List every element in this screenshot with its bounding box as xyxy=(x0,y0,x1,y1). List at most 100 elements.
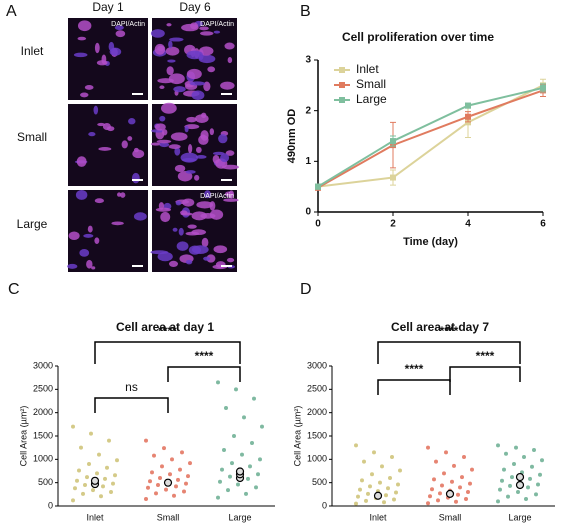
cell-blob xyxy=(154,43,166,55)
row-label: Inlet xyxy=(21,44,44,58)
data-point xyxy=(372,450,376,455)
cell-blob xyxy=(109,47,122,56)
data-point xyxy=(512,462,516,466)
data-point xyxy=(254,485,258,490)
cell-blob xyxy=(77,20,92,32)
x-tick-label: Large xyxy=(508,512,531,522)
data-point xyxy=(450,479,454,484)
cell-blob xyxy=(228,190,235,199)
data-point xyxy=(510,475,514,480)
chart-title: Cell area at day 7 xyxy=(391,320,489,334)
replicate-mean xyxy=(515,480,525,490)
data-point xyxy=(244,491,248,496)
data-point xyxy=(89,431,93,436)
data-point xyxy=(246,476,250,481)
series-line xyxy=(317,86,544,188)
data-point xyxy=(242,415,246,420)
y-tick-label: 2 xyxy=(305,105,311,116)
data-point xyxy=(458,485,462,490)
data-point xyxy=(514,445,518,450)
data-point xyxy=(168,472,172,477)
data-point xyxy=(240,452,244,457)
data-point xyxy=(248,464,252,469)
data-point xyxy=(103,476,107,481)
data-point xyxy=(496,443,500,448)
data-point xyxy=(260,424,264,429)
cell-blob xyxy=(184,125,189,133)
cell-blob xyxy=(191,245,209,255)
x-tick-label: 2 xyxy=(390,219,396,230)
data-point xyxy=(462,455,466,459)
cell-blob xyxy=(199,26,209,31)
data-point xyxy=(434,459,438,464)
data-point xyxy=(188,461,192,466)
data-point xyxy=(368,484,372,489)
data-point xyxy=(156,483,160,487)
data-point xyxy=(396,482,400,487)
cell-blob xyxy=(213,30,221,34)
cell-blob xyxy=(194,174,200,181)
data-point xyxy=(218,479,222,484)
cell-blob xyxy=(168,40,173,49)
cell-blob xyxy=(186,50,203,60)
data-point xyxy=(109,490,113,494)
x-axis-label: Time (day) xyxy=(403,236,458,248)
cell-blob xyxy=(77,36,87,41)
significance-bracket xyxy=(167,366,241,382)
legend-label: Inlet xyxy=(356,62,379,76)
data-point xyxy=(87,462,91,466)
data-point xyxy=(152,453,156,458)
cell-blob xyxy=(212,154,220,164)
cell-blob xyxy=(195,155,207,159)
cell-blob xyxy=(150,142,162,146)
data-point xyxy=(71,424,75,429)
cell-blob xyxy=(75,189,88,200)
y-axis-label: 490nm OD xyxy=(286,109,298,163)
cell-blob xyxy=(180,212,193,216)
cell-blob xyxy=(188,144,193,154)
cell-blob xyxy=(165,46,180,56)
data-point xyxy=(85,475,89,480)
cell-blob xyxy=(198,134,209,145)
data-point xyxy=(71,498,75,503)
cell-blob xyxy=(68,231,80,240)
data-point xyxy=(150,470,154,475)
data-point xyxy=(524,497,528,501)
data-point xyxy=(526,485,530,490)
y-tick-label: 2000 xyxy=(307,407,327,417)
data-point xyxy=(111,481,115,486)
cell-blob xyxy=(173,86,186,93)
cell-blob xyxy=(203,256,211,261)
cell-blob xyxy=(185,259,193,265)
cell-blob xyxy=(133,212,147,221)
cell-blob xyxy=(213,245,228,254)
data-point xyxy=(454,499,458,504)
replicate-mean xyxy=(445,489,455,498)
data-point xyxy=(75,478,79,483)
data-point xyxy=(452,463,456,468)
data-point xyxy=(386,486,390,491)
data-point xyxy=(508,483,512,488)
cell-blob xyxy=(168,144,181,149)
cell-blob xyxy=(121,140,128,149)
cell-blob xyxy=(224,42,235,50)
data-point xyxy=(73,486,77,491)
marker xyxy=(390,138,396,145)
stain-label: DAPI/Actin xyxy=(200,193,234,200)
replicate-mean xyxy=(235,467,245,476)
data-point xyxy=(500,478,504,483)
y-tick-label: 1 xyxy=(305,156,311,167)
y-tick-label: 0 xyxy=(305,207,311,218)
cell-blob xyxy=(155,207,172,212)
data-point xyxy=(436,498,440,503)
significance-label: **** xyxy=(158,324,177,338)
y-tick-label: 2500 xyxy=(33,384,53,394)
x-tick-label: 4 xyxy=(465,219,471,230)
data-point xyxy=(250,441,254,445)
x-tick-label: Small xyxy=(439,512,462,522)
data-point xyxy=(498,487,502,492)
data-point xyxy=(534,492,538,497)
data-point xyxy=(356,494,360,499)
y-tick-label: 1000 xyxy=(307,454,327,464)
